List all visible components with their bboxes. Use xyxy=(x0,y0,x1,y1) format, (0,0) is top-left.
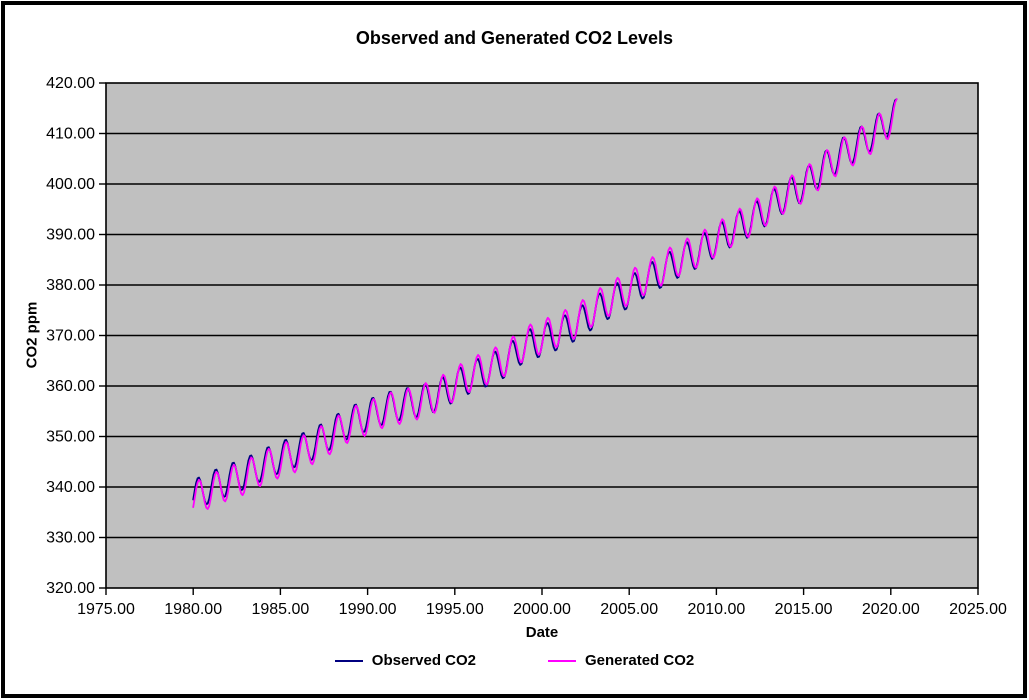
x-tick-label: 2025.00 xyxy=(949,601,1007,618)
x-tick-label: 1995.00 xyxy=(426,601,484,618)
y-tick-label: 410.00 xyxy=(46,126,95,143)
y-tick-label: 320.00 xyxy=(46,580,95,597)
y-tick-label: 350.00 xyxy=(46,429,95,446)
x-tick-label: 1985.00 xyxy=(251,601,309,618)
x-axis-title: Date xyxy=(525,624,559,641)
y-tick-label: 370.00 xyxy=(46,328,95,345)
y-tick-label: 380.00 xyxy=(46,277,95,294)
y-tick-label: 340.00 xyxy=(46,479,95,496)
y-tick-label: 360.00 xyxy=(46,378,95,395)
x-tick-label: 2010.00 xyxy=(687,601,745,618)
legend-label-generated: Generated CO2 xyxy=(585,652,695,669)
y-tick-label: 330.00 xyxy=(46,530,95,547)
x-tick-label: 1990.00 xyxy=(339,601,397,618)
x-tick-label: 1975.00 xyxy=(77,601,135,618)
legend-label-observed: Observed CO2 xyxy=(371,652,476,669)
observed-line-swatch xyxy=(334,659,363,662)
x-tick-label: 2015.00 xyxy=(775,601,833,618)
generated-series-line xyxy=(192,98,898,510)
x-tick-label: 2000.00 xyxy=(513,601,571,618)
y-tick-label: 390.00 xyxy=(46,227,95,244)
x-tick-label: 2020.00 xyxy=(862,601,920,618)
legend-item-generated[interactable]: Generated CO2 xyxy=(548,652,694,669)
chart-title: Observed and Generated CO2 Levels xyxy=(355,28,674,48)
y-tick-label: 420.00 xyxy=(46,75,95,92)
y-tick-label: 400.00 xyxy=(46,176,95,193)
legend: Observed CO2 Generated CO2 xyxy=(0,652,1029,669)
generated-line-swatch xyxy=(548,659,576,662)
legend-item-observed[interactable]: Observed CO2 xyxy=(334,652,476,669)
x-tick-label: 2005.00 xyxy=(600,601,658,618)
x-tick-label: 1980.00 xyxy=(164,601,222,618)
y-axis-title: CO2 ppm xyxy=(23,301,41,369)
